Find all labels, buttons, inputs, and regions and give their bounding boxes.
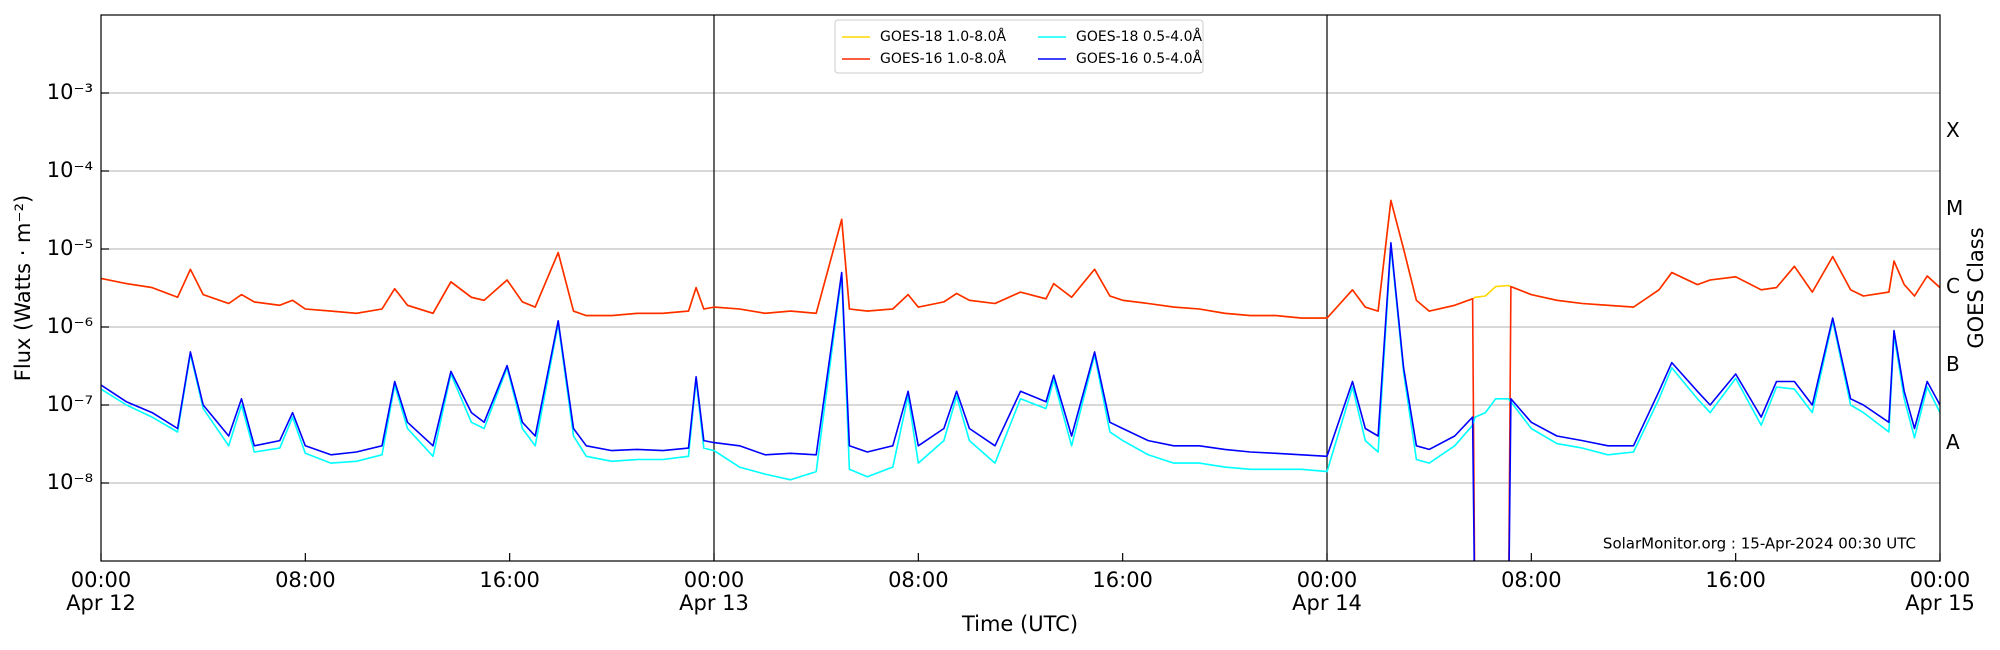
- legend-label: GOES-16 1.0-8.0Å: [880, 50, 1006, 67]
- y-tick-label: 10⁻⁵: [47, 236, 93, 260]
- y2-axis-label: GOES Class: [1964, 227, 1988, 348]
- legend-box: [834, 19, 1204, 74]
- x-tick-label: 16:00: [1092, 568, 1153, 592]
- series-line: [101, 245, 1940, 481]
- x-tick-label: 00:00 Apr 13: [679, 568, 749, 615]
- x-tick-label: 00:00 Apr 12: [66, 568, 136, 615]
- y2-tick-label: M: [1946, 196, 1963, 220]
- x-axis-label: Time (UTC): [961, 612, 1078, 636]
- x-tick-label: 08:00: [275, 568, 336, 592]
- x-tick-label: 16:00: [1705, 568, 1766, 592]
- y-tick-label: 10⁻⁷: [47, 392, 93, 416]
- x-tick-label: 00:00 Apr 14: [1292, 568, 1362, 615]
- annotation: SolarMonitor.org : 15-Apr-2024 00:30 UTC: [1603, 535, 1916, 553]
- y2-tick-label: A: [1946, 430, 1960, 454]
- y-tick-label: 10⁻⁴: [47, 158, 93, 182]
- plot-frame: [100, 14, 1941, 562]
- y2-tick-label: B: [1946, 352, 1960, 376]
- legend-label: GOES-18 0.5-4.0Å: [1076, 28, 1202, 45]
- y-tick-label: 10⁻⁸: [47, 470, 93, 494]
- series-line: [101, 199, 1940, 561]
- y-tick-label: 10⁻³: [47, 80, 93, 104]
- x-tick-label: 16:00: [479, 568, 540, 592]
- x-tick-label: 08:00: [888, 568, 949, 592]
- legend-label: GOES-18 1.0-8.0Å: [880, 28, 1006, 45]
- x-tick-label: 08:00: [1501, 568, 1562, 592]
- legend-label: GOES-16 0.5-4.0Å: [1076, 50, 1202, 67]
- series-line: [101, 242, 1940, 561]
- y2-tick-label: X: [1946, 118, 1960, 142]
- x-tick-label: 00:00 Apr 15: [1905, 568, 1975, 615]
- y-tick-label: 10⁻⁶: [47, 314, 93, 338]
- y2-tick-label: C: [1946, 274, 1960, 298]
- series-line: [101, 199, 1940, 319]
- y-axis-label: Flux (Watts · m⁻²): [11, 195, 35, 381]
